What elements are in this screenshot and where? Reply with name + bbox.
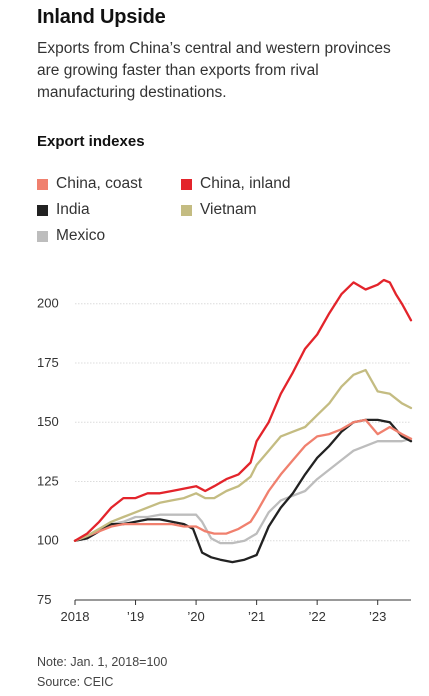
x-tick-label-2023: ’23 — [369, 609, 386, 624]
series-line-china-inland — [73, 278, 413, 542]
chart-subtitle: Exports from China’s central and western… — [37, 40, 391, 101]
legend-label-china-inland: China, inland — [200, 175, 291, 192]
x-tick-label-2022: ’22 — [308, 609, 325, 624]
series-line-vietnam — [73, 368, 413, 542]
legend-label-india: India — [56, 201, 90, 218]
x-tick-label-2021: ’21 — [248, 609, 265, 624]
x-tick-label-2019: ’19 — [127, 609, 144, 624]
legend-item-china-coast: China, coast — [37, 175, 142, 193]
x-tick-label-2018: 2018 — [61, 609, 90, 624]
legend-item-vietnam: Vietnam — [181, 201, 257, 219]
gridlines — [75, 303, 411, 542]
legend-swatch-china-coast — [37, 178, 48, 190]
line-chart: 75 100 125 150 175 200 2018 ’19 ’20 ’21 ’22 ’23 — [37, 278, 413, 624]
series-line-mexico — [73, 437, 413, 545]
chart-heading: Export indexes — [37, 133, 145, 150]
y-tick-label-150: 150 — [37, 414, 59, 429]
chart-note: Note: Jan. 1, 2018=100 — [37, 655, 168, 669]
legend-swatch-china-inland — [181, 178, 192, 190]
legend-item-mexico: Mexico — [37, 227, 105, 245]
legend-label-mexico: Mexico — [56, 227, 106, 244]
legend-swatch-india — [37, 204, 48, 216]
chart-title: Inland Upside — [37, 6, 166, 28]
y-tick-label-100: 100 — [37, 533, 59, 548]
y-axis-labels: 75 100 125 150 175 200 — [37, 296, 59, 607]
legend-swatch-mexico — [37, 230, 48, 242]
legend-label-vietnam: Vietnam — [200, 201, 257, 218]
x-tick-label-2020: ’20 — [187, 609, 204, 624]
x-axis: 2018 ’19 ’20 ’21 ’22 ’23 — [61, 599, 411, 624]
legend-label-china-coast: China, coast — [56, 175, 143, 192]
legend-swatch-vietnam — [181, 204, 192, 216]
y-tick-label-175: 175 — [37, 355, 59, 370]
y-tick-label-200: 200 — [37, 296, 59, 311]
series-line-china-coast — [73, 418, 413, 542]
y-tick-label-125: 125 — [37, 473, 59, 488]
y-tick-label-75: 75 — [37, 592, 51, 607]
series-lines — [73, 278, 413, 564]
legend-item-china-inland: China, inland — [181, 175, 290, 193]
chart-source: Source: CEIC — [37, 675, 114, 689]
legend-item-india: India — [37, 201, 90, 219]
